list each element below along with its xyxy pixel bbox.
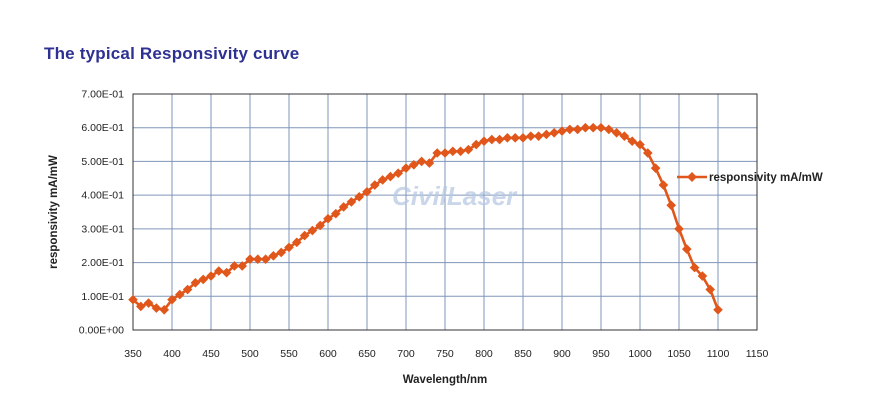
x-tick-label: 550	[280, 348, 298, 360]
data-point	[393, 168, 404, 179]
data-point	[549, 127, 560, 138]
y-tick-label: 5.00E-01	[81, 156, 124, 168]
data-point	[167, 294, 177, 305]
y-tick-label: 0.00E+00	[79, 325, 124, 337]
data-point	[564, 124, 575, 135]
x-tick-label: 350	[124, 348, 142, 360]
data-point	[705, 284, 716, 295]
data-point	[510, 133, 521, 143]
data-point	[681, 244, 692, 254]
data-point	[323, 213, 333, 224]
x-tick-label: 900	[553, 348, 571, 360]
x-axis-ticks: 350 400 450 500 550 600 650 700 750 800 850 900 950 1…	[124, 348, 768, 360]
data-point	[603, 124, 614, 135]
data-point	[619, 131, 630, 141]
data-point	[206, 271, 216, 281]
data-point	[377, 175, 388, 185]
data-point	[401, 163, 411, 173]
x-tick-label: 1000	[628, 348, 652, 360]
x-tick-label: 650	[358, 348, 376, 360]
data-point	[151, 303, 162, 313]
data-point	[557, 126, 567, 136]
data-point	[627, 136, 638, 147]
x-tick-label: 600	[319, 348, 337, 360]
plot-border	[132, 93, 758, 331]
x-tick-label: 800	[475, 348, 493, 360]
data-point	[658, 180, 669, 190]
x-tick-label: 750	[436, 348, 454, 360]
data-point	[635, 139, 645, 150]
x-tick-label: 1050	[667, 348, 691, 360]
x-tick-label: 700	[397, 348, 415, 360]
data-point	[518, 133, 528, 143]
x-tick-label: 850	[514, 348, 532, 360]
data-point	[666, 200, 677, 211]
legend-marker	[687, 172, 697, 182]
y-tick-label: 7.00E-01	[81, 89, 124, 101]
data-point	[299, 230, 310, 241]
data-point	[697, 271, 708, 281]
y-tick-label: 2.00E-01	[81, 257, 124, 269]
data-point	[190, 277, 201, 288]
y-tick-label: 6.00E-01	[81, 122, 124, 134]
x-axis-title: Wavelength/nm	[403, 374, 488, 386]
x-tick-label: 1100	[707, 348, 730, 360]
data-point	[650, 163, 661, 173]
data-point	[229, 261, 240, 271]
data-point	[533, 131, 544, 141]
data-point	[713, 304, 723, 315]
data-point	[315, 220, 326, 231]
y-axis-ticks: 0.00E+00 1.00E-01 2.00E-01 3.00E-01 4.00E-01…	[79, 89, 124, 337]
legend: responsivity mA/mW	[677, 172, 823, 184]
data-point	[307, 225, 318, 236]
x-tick-label: 1150	[746, 348, 769, 360]
y-tick-label: 3.00E-01	[81, 223, 124, 235]
x-tick-label: 500	[241, 348, 259, 360]
data-point	[159, 304, 170, 315]
data-point	[128, 294, 138, 305]
data-point	[611, 127, 622, 138]
y-tick-label: 4.00E-01	[81, 190, 124, 202]
data-point	[237, 261, 248, 271]
data-point	[642, 148, 653, 158]
legend-label: responsivity mA/mW	[709, 172, 823, 184]
y-axis-title: responsivity mA/mW	[48, 155, 60, 269]
data-point	[276, 247, 287, 258]
data-point	[541, 129, 552, 140]
data-point	[198, 274, 209, 285]
data-point	[432, 148, 443, 158]
x-tick-label: 950	[592, 348, 610, 360]
data-point	[572, 124, 583, 135]
data-point	[385, 171, 396, 182]
data-point	[424, 158, 435, 168]
data-point	[416, 156, 427, 167]
x-tick-label: 400	[163, 348, 181, 360]
y-tick-label: 1.00E-01	[81, 291, 124, 303]
data-point	[408, 159, 419, 170]
data-point	[525, 131, 536, 141]
watermark: CivilLaser	[392, 181, 518, 211]
data-point	[471, 139, 482, 150]
data-point	[354, 192, 365, 202]
data-point	[689, 262, 700, 273]
x-tick-label: 450	[202, 348, 220, 360]
page-title: The typical Responsivity curve	[44, 44, 300, 63]
